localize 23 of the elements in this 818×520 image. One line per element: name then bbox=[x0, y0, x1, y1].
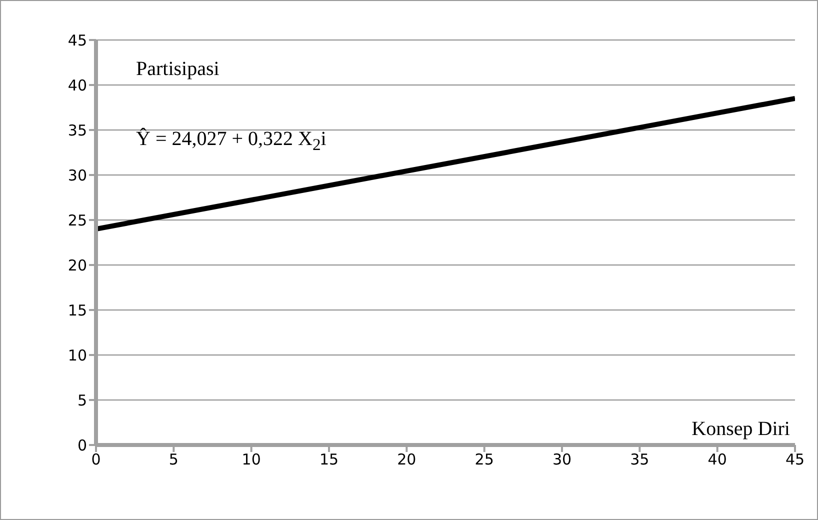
x-tick-label: 20 bbox=[397, 450, 416, 469]
x-tick-label: 30 bbox=[552, 450, 572, 469]
x-tick-label: 15 bbox=[319, 450, 339, 469]
y-tick-label: 5 bbox=[77, 391, 87, 410]
x-axis-title: Konsep Diri bbox=[692, 418, 790, 441]
y-tick-label: 25 bbox=[68, 211, 87, 230]
y-tick-label: 35 bbox=[68, 121, 87, 140]
y-tick-label: 10 bbox=[68, 346, 87, 364]
x-tick-label: 45 bbox=[785, 450, 805, 469]
x-tick-label: 40 bbox=[708, 450, 727, 469]
x-tick-label: 25 bbox=[474, 450, 494, 469]
x-tick-label: 35 bbox=[630, 450, 650, 469]
y-tick-label: 15 bbox=[68, 301, 87, 320]
y-tick-label: 30 bbox=[68, 166, 87, 184]
y-tick-label: 0 bbox=[77, 436, 87, 454]
y-tick-label: 20 bbox=[68, 256, 87, 274]
x-tick-label: 5 bbox=[168, 450, 178, 469]
annotation: Ŷ = 24,027 + 0,322 X$_{2}$i bbox=[136, 128, 326, 155]
x-tick-label: 0 bbox=[91, 450, 101, 469]
y-tick-label: 40 bbox=[68, 76, 87, 94]
y-tick-label: 45 bbox=[68, 31, 87, 50]
y-axis-title: Partisipasi bbox=[136, 58, 220, 81]
x-tick-label: 10 bbox=[242, 450, 261, 469]
